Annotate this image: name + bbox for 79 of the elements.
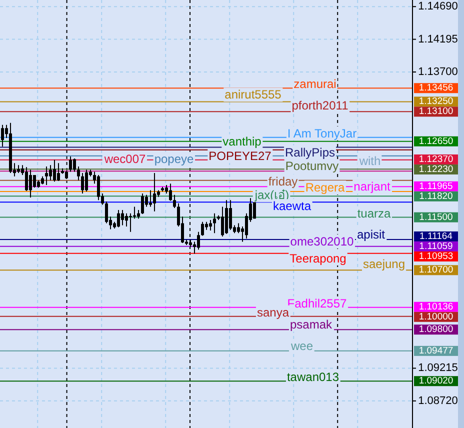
candlestick [125, 212, 128, 228]
y-tick-label: 1.10700 [418, 264, 454, 276]
ref-line-label: friday [268, 174, 298, 188]
candlestick [153, 172, 156, 212]
y-tick-label: 1.09020 [418, 376, 454, 387]
y-tick-label: 1.12650 [418, 136, 454, 147]
ref-line-label: zamurai [294, 77, 336, 92]
ref-line-label: pforth2011 [292, 98, 349, 113]
candlestick [85, 169, 88, 192]
candlestick [57, 162, 60, 182]
candlestick [25, 166, 28, 192]
y-tick-label: 1.11164 [420, 230, 452, 242]
y-tick-label: 1.12370 [418, 154, 454, 165]
candlestick [229, 200, 232, 230]
candlestick [121, 210, 124, 226]
y-tick-label: 1.13100 [418, 106, 454, 118]
y-tick-label: 1.09477 [418, 345, 454, 356]
ref-line-label: ome302010 [290, 234, 354, 248]
y-tick-label: 1.13456 [418, 82, 454, 94]
ref-line-label: apisit [356, 227, 386, 242]
ref-line-label: Teerapong [290, 251, 346, 266]
candlestick [73, 158, 76, 172]
candlestick [129, 212, 132, 232]
y-tick-label: 1.13250 [418, 96, 454, 108]
y-tick-label: 1.10953 [418, 250, 454, 262]
y-tick-label: 1.14690 [418, 0, 458, 13]
annotation: with [358, 154, 381, 168]
candlestick [53, 159, 56, 182]
y-tick-label: 1.14195 [418, 33, 458, 46]
ref-line-label: vanthip [222, 134, 262, 148]
candlestick [149, 190, 152, 208]
ref-line-label: POPEYE27 [208, 148, 272, 163]
y-tick-label: 1.12230 [418, 164, 454, 175]
candlestick [213, 212, 216, 234]
ref-line-label: sanya [256, 305, 290, 320]
candlestick [49, 164, 52, 181]
candlestick [77, 166, 80, 181]
candlestick [29, 169, 32, 198]
candlestick [197, 231, 200, 250]
candlestick [97, 174, 100, 201]
y-tick-label: 1.09215 [418, 362, 458, 374]
ref-line-label: Regera [305, 180, 346, 195]
candlestick [237, 222, 240, 234]
y-tick-label: 1.11965 [419, 180, 453, 192]
ref-line-label: Pootumvy [285, 159, 339, 174]
ref-line-label: Fadhil2557 [287, 296, 348, 310]
ref-line-label: saejung [362, 257, 406, 272]
candlestick [117, 210, 120, 228]
y-tick-label: 1.11059 [419, 240, 453, 252]
candlestick [141, 193, 144, 214]
ref-line-label: popeye [154, 152, 194, 166]
y-tick-label: 1.09800 [418, 324, 454, 336]
ref-line-label: narjant [354, 180, 392, 194]
ref-line-label: jax(เอ๋) [254, 188, 290, 202]
ref-line-label: kaewta [272, 199, 312, 214]
ref-line-label: tawan013 [286, 370, 340, 384]
ref-line-label: tuarza [357, 206, 391, 220]
y-tick-label: 1.10136 [418, 301, 454, 312]
y-tick-label: 1.11500 [419, 212, 453, 223]
ref-line-label: RallyPips [284, 145, 336, 160]
y-tick-label: 1.13700 [418, 66, 458, 78]
ref-line-label: psamak [290, 318, 333, 332]
ref-line-label: wec007 [103, 152, 146, 166]
candlestick [105, 200, 108, 224]
y-tick-label: 1.08720 [418, 394, 458, 407]
ref-line-label: anirut5555 [224, 88, 282, 102]
y-tick-label: 1.11820 [419, 190, 453, 202]
y-tick-label: 1.10000 [418, 311, 454, 322]
candlestick [209, 219, 212, 232]
ref-line-label: wee [290, 338, 314, 353]
candlestick [221, 206, 224, 237]
ref-line-label: I Am TonyJar [287, 126, 357, 140]
candlestick [201, 221, 204, 236]
candlestick [173, 194, 176, 209]
candlestick [45, 166, 48, 186]
candlestick [33, 174, 36, 188]
candlestick [81, 172, 84, 194]
candlestick [169, 183, 172, 202]
candlestick [1, 124, 4, 148]
